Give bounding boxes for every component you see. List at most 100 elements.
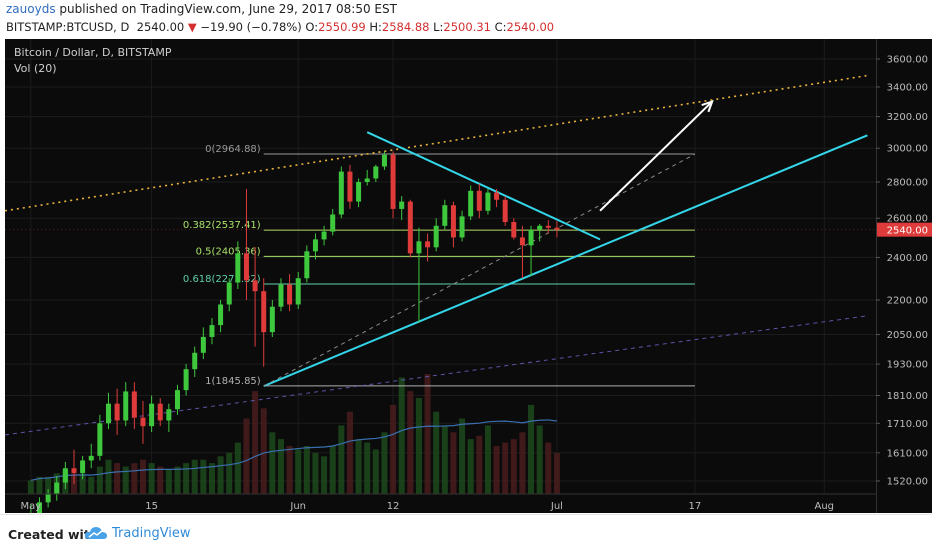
last-price-badge-label: 2540.00	[887, 226, 928, 237]
volume-bar	[493, 446, 500, 494]
candle-body	[364, 178, 370, 182]
candle-body	[183, 369, 189, 391]
high-label: H:	[369, 20, 382, 34]
y-tick-label: 3000.00	[887, 144, 928, 155]
candle	[511, 218, 517, 240]
candle	[373, 164, 379, 182]
candle	[243, 189, 249, 300]
candle-body	[45, 494, 51, 503]
price-change: −19.90 (−0.78%)	[200, 20, 302, 34]
candle	[321, 225, 327, 246]
candle	[183, 364, 189, 396]
candle-body	[407, 201, 413, 254]
candle	[416, 227, 422, 323]
volume-bar	[295, 449, 302, 494]
volume-bar	[536, 425, 543, 494]
chart-pane[interactable]: 0(2964.88) 0.382(2537.41) 0.5(2405.36) 0.61…	[5, 39, 876, 513]
down-triangle-icon: ▼	[187, 20, 197, 34]
y-tick-label: 1810.00	[887, 391, 928, 402]
volume-bar	[329, 446, 336, 494]
x-tick-label: 12	[387, 501, 400, 512]
candle-body	[433, 225, 439, 248]
volume-bar	[364, 442, 371, 494]
candle	[528, 225, 534, 277]
y-tick-label: 3600.00	[887, 54, 928, 65]
created-with-label: Created with	[8, 527, 99, 542]
volume-bar	[200, 459, 207, 494]
candle-body	[545, 225, 551, 228]
candle	[261, 278, 267, 367]
volume-bar	[553, 452, 560, 494]
candle	[347, 164, 353, 209]
candle	[450, 201, 456, 248]
candle	[433, 218, 439, 252]
candle-body	[149, 403, 155, 427]
volume-bar	[277, 439, 284, 494]
volume-bar	[36, 476, 43, 494]
candle	[425, 233, 431, 262]
volume-bar	[510, 439, 517, 494]
candle-body	[226, 282, 232, 305]
candle-body	[554, 227, 560, 230]
volume-bar	[217, 456, 224, 494]
volume-bar	[398, 377, 405, 494]
candle	[468, 185, 474, 221]
candle	[209, 318, 215, 345]
open-value: 2550.99	[318, 20, 366, 34]
candle-body	[278, 284, 284, 307]
price-chart[interactable]: 0(2964.88) 0.382(2537.41) 0.5(2405.36) 0.61…	[5, 39, 876, 513]
last-price: 2540.00	[136, 20, 185, 34]
candle	[252, 247, 258, 347]
y-tick-label: 1610.00	[887, 448, 928, 459]
volume-bar	[519, 432, 526, 494]
candle	[114, 388, 120, 435]
x-tick-label: 15	[145, 501, 158, 512]
candle	[235, 241, 241, 289]
candle	[407, 199, 413, 258]
volume-bar	[234, 442, 241, 494]
fib-level-label: 0.382(2537.41)	[183, 220, 261, 231]
volume-bar	[441, 425, 448, 494]
volume-bar	[114, 463, 121, 494]
candle	[304, 245, 310, 283]
candle-body	[442, 205, 448, 226]
low-value: 2500.31	[443, 20, 491, 34]
last-price-badge	[877, 222, 932, 237]
volume-bar	[148, 463, 155, 494]
volume-bar	[122, 466, 129, 494]
published-text: published on TradingView.com, June 29, 2…	[59, 2, 397, 16]
volume-bar	[502, 442, 509, 494]
candle	[88, 443, 94, 469]
trendline-dashed-diagonal	[263, 153, 696, 387]
publish-header: zauoyds published on TradingView.com, Ju…	[0, 0, 932, 38]
candle-body	[209, 325, 215, 337]
candle	[356, 178, 362, 208]
candle	[174, 384, 180, 415]
volume-bar	[415, 398, 422, 494]
volume-bar	[476, 435, 483, 494]
tradingview-brand[interactable]: TradingView	[112, 526, 191, 541]
candle-body	[287, 284, 293, 305]
price-axis[interactable]: 3600.00 3400.00 3200.00 3000.00 2800.00 2600.…	[876, 39, 932, 513]
candle-body	[295, 278, 301, 305]
candle	[62, 462, 68, 490]
y-tick-label: 2400.00	[887, 253, 928, 264]
candle-body	[105, 403, 111, 424]
candle-body	[494, 192, 500, 200]
chart-title: Bitcoin / Dollar, D, BITSTAMP	[14, 46, 172, 59]
candle	[554, 221, 560, 238]
candle	[330, 208, 336, 236]
candle-body	[347, 171, 353, 202]
candle	[226, 278, 232, 312]
volume-bar	[139, 459, 146, 494]
candle-body	[88, 455, 94, 461]
candle-body	[476, 190, 482, 211]
volume-bar	[269, 432, 276, 494]
candle-body	[36, 502, 42, 513]
author-link[interactable]: zauoyds	[6, 2, 56, 16]
candle-body	[528, 229, 534, 246]
volume-bar	[183, 463, 190, 494]
candle	[36, 497, 42, 513]
candle-body	[485, 192, 491, 211]
volume-bar	[131, 463, 138, 494]
